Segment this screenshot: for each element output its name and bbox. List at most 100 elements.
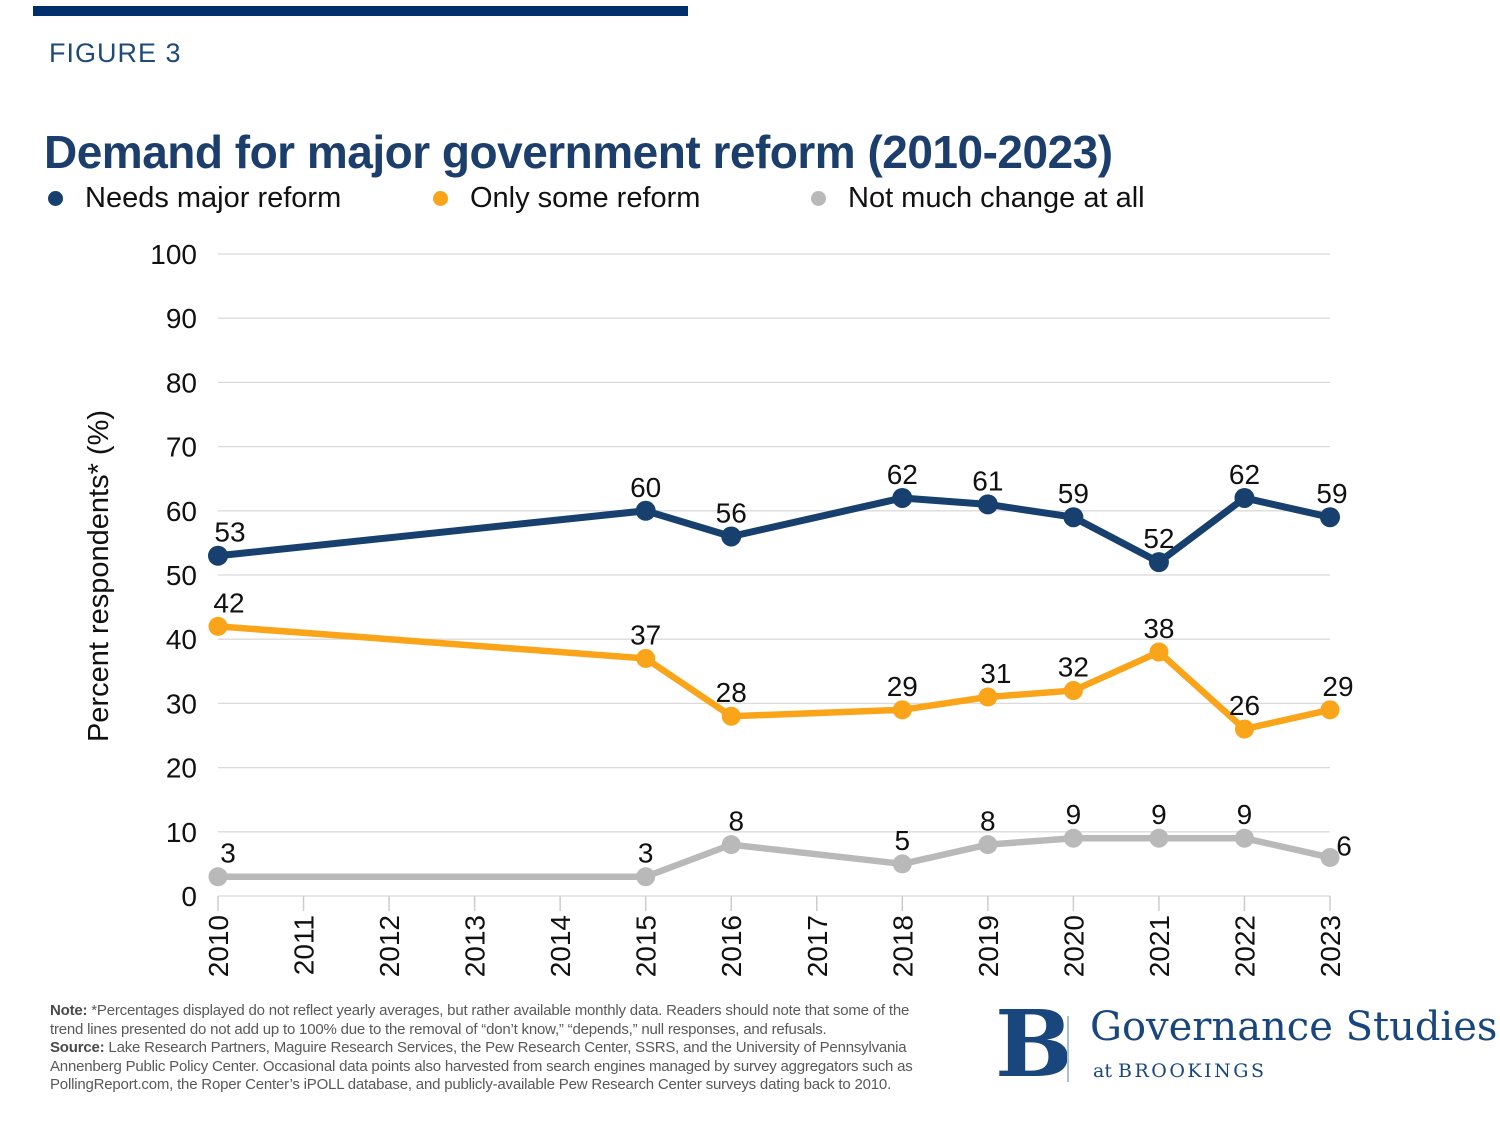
data-label-only-some-reform-2015: 37: [630, 619, 661, 650]
legend-label: Only some reform: [470, 181, 701, 214]
logo-at-brookings: at BROOKINGS: [1093, 1060, 1267, 1082]
figure-number-label: FIGURE 3: [49, 38, 182, 68]
legend-item-needs-major-reform: Needs major reform: [48, 181, 342, 214]
data-label-not-much-change-at-all-2019: 8: [980, 806, 996, 837]
x-tick-label-2017: 2017: [802, 915, 833, 977]
y-tick-label-80: 80: [166, 367, 197, 398]
data-label-not-much-change-at-all-2010: 3: [220, 838, 236, 869]
x-tick-label-2016: 2016: [716, 915, 747, 977]
logo-governance-studies: Governance Studies: [1090, 1004, 1498, 1050]
data-point-not-much-change-at-all-2023: [1320, 847, 1340, 867]
footnote: Note: *Percentages displayed do not refl…: [50, 1002, 980, 1095]
legend-dot-gray: [811, 190, 826, 206]
footnote-note-line-2: trend lines presented do not add up to 1…: [50, 1020, 827, 1038]
data-point-only-some-reform-2010: [208, 616, 228, 636]
data-label-not-much-change-at-all-2016: 8: [728, 806, 744, 837]
y-tick-label-70: 70: [166, 432, 197, 463]
x-tick-label-2019: 2019: [973, 915, 1004, 977]
footnote-source-line-2: Annenberg Public Policy Center. Occasion…: [50, 1057, 913, 1075]
data-label-needs-major-reform-2021: 52: [1143, 523, 1174, 554]
y-tick-label-20: 20: [166, 753, 197, 784]
data-point-not-much-change-at-all-2021: [1149, 828, 1169, 848]
data-label-needs-major-reform-2019: 61: [972, 465, 1003, 496]
data-label-only-some-reform-2020: 32: [1058, 652, 1089, 683]
data-label-only-some-reform-2023: 29: [1322, 671, 1353, 702]
footnote-source-line-3: PollingReport.com, the Roper Center’s iP…: [50, 1076, 892, 1093]
data-label-needs-major-reform-2023: 59: [1316, 478, 1347, 509]
legend-item-only-some-reform: Only some reform: [433, 181, 701, 214]
data-label-not-much-change-at-all-2022: 9: [1237, 799, 1253, 830]
brookings-b-monogram: B: [995, 990, 1073, 1098]
data-label-needs-major-reform-2020: 59: [1058, 478, 1089, 509]
legend-label: Needs major reform: [85, 181, 342, 214]
legend-item-not-much-change: Not much change at all: [811, 181, 1145, 214]
data-point-only-some-reform-2016: [721, 706, 741, 726]
y-tick-label-10: 10: [166, 817, 197, 848]
data-point-only-some-reform-2019: [978, 687, 998, 707]
x-tick-label-2022: 2022: [1229, 915, 1260, 977]
data-point-only-some-reform-2015: [636, 648, 656, 668]
top-accent-rule: [33, 6, 688, 16]
data-point-needs-major-reform-2015: [635, 500, 656, 521]
data-point-not-much-change-at-all-2022: [1234, 828, 1254, 848]
legend-dot-orange: [433, 190, 448, 206]
data-label-only-some-reform-2018: 29: [887, 671, 918, 702]
x-tick-label-2010: 2010: [203, 915, 234, 977]
data-point-needs-major-reform-2018: [892, 487, 913, 508]
x-tick-label-2012: 2012: [374, 915, 405, 977]
data-label-needs-major-reform-2018: 62: [887, 459, 918, 490]
data-point-needs-major-reform-2019: [977, 494, 998, 515]
x-tick-label-2011: 2011: [289, 915, 320, 975]
legend-dot-navy: [48, 190, 63, 206]
data-label-only-some-reform-2019: 31: [980, 658, 1011, 689]
data-point-needs-major-reform-2023: [1320, 507, 1340, 528]
data-point-not-much-change-at-all-2010: [208, 867, 228, 887]
x-tick-label-2013: 2013: [460, 915, 491, 977]
data-label-needs-major-reform-2015: 60: [630, 472, 661, 503]
y-axis-title: Percent respondents* (%): [83, 410, 115, 742]
brookings-logo: B Governance Studies at BROOKINGS: [995, 998, 1497, 1102]
y-tick-label-40: 40: [166, 624, 197, 655]
data-point-not-much-change-at-all-2020: [1063, 828, 1083, 848]
data-label-not-much-change-at-all-2018: 5: [895, 825, 911, 856]
data-point-not-much-change-at-all-2018: [892, 854, 912, 874]
source-label: Source:: [50, 1039, 105, 1056]
y-tick-label-100: 100: [150, 239, 197, 270]
data-point-not-much-change-at-all-2015: [636, 867, 656, 887]
y-tick-label-50: 50: [166, 560, 197, 591]
data-label-needs-major-reform-2022: 62: [1229, 459, 1260, 490]
x-tick-label-2014: 2014: [545, 915, 576, 977]
data-point-only-some-reform-2020: [1063, 681, 1083, 701]
data-point-needs-major-reform-2020: [1063, 507, 1084, 528]
y-tick-label-0: 0: [181, 881, 197, 912]
data-point-only-some-reform-2023: [1320, 700, 1340, 720]
x-tick-label-2018: 2018: [887, 915, 918, 977]
data-label-not-much-change-at-all-2020: 9: [1066, 799, 1082, 830]
y-tick-label-30: 30: [166, 688, 197, 719]
data-point-needs-major-reform-2022: [1234, 487, 1255, 508]
data-point-needs-major-reform-2010: [208, 545, 228, 566]
data-point-only-some-reform-2021: [1149, 642, 1169, 662]
footnote-source-line-1: Source: Lake Research Partners, Maguire …: [50, 1039, 907, 1056]
data-label-only-some-reform-2010: 42: [213, 587, 244, 618]
data-label-only-some-reform-2022: 26: [1229, 690, 1260, 721]
data-label-needs-major-reform-2016: 56: [716, 497, 747, 528]
legend-label: Not much change at all: [848, 181, 1145, 214]
data-label-not-much-change-at-all-2023: 6: [1336, 830, 1352, 861]
data-label-only-some-reform-2016: 28: [716, 677, 747, 708]
data-label-not-much-change-at-all-2015: 3: [638, 838, 654, 869]
data-point-only-some-reform-2022: [1234, 719, 1254, 739]
data-label-needs-major-reform-2010: 53: [214, 517, 245, 548]
chart-title: Demand for major government reform (2010…: [44, 125, 1113, 178]
data-point-only-some-reform-2018: [892, 700, 912, 720]
data-point-needs-major-reform-2021: [1148, 552, 1169, 573]
data-point-not-much-change-at-all-2019: [978, 835, 998, 855]
x-tick-label-2015: 2015: [631, 915, 662, 977]
note-label: Note:: [50, 1002, 88, 1019]
y-tick-label-60: 60: [166, 496, 197, 527]
data-point-needs-major-reform-2016: [721, 526, 742, 547]
x-tick-label-2023: 2023: [1315, 915, 1346, 977]
data-label-not-much-change-at-all-2021: 9: [1151, 799, 1167, 830]
